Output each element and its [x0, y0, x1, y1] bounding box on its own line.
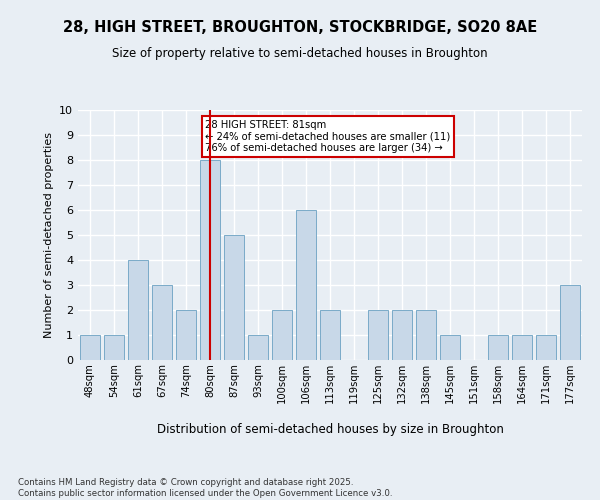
- Bar: [200, 160, 220, 360]
- Bar: [488, 335, 508, 360]
- Bar: [104, 335, 124, 360]
- Bar: [224, 235, 244, 360]
- Text: 28, HIGH STREET, BROUGHTON, STOCKBRIDGE, SO20 8AE: 28, HIGH STREET, BROUGHTON, STOCKBRIDGE,…: [63, 20, 537, 35]
- Bar: [248, 335, 268, 360]
- Bar: [392, 310, 412, 360]
- Bar: [512, 335, 532, 360]
- Bar: [368, 310, 388, 360]
- Bar: [440, 335, 460, 360]
- Bar: [320, 310, 340, 360]
- Text: Size of property relative to semi-detached houses in Broughton: Size of property relative to semi-detach…: [112, 48, 488, 60]
- Y-axis label: Number of semi-detached properties: Number of semi-detached properties: [44, 132, 53, 338]
- Bar: [80, 335, 100, 360]
- Text: Contains HM Land Registry data © Crown copyright and database right 2025.
Contai: Contains HM Land Registry data © Crown c…: [18, 478, 392, 498]
- Bar: [296, 210, 316, 360]
- Bar: [560, 285, 580, 360]
- Bar: [128, 260, 148, 360]
- Bar: [416, 310, 436, 360]
- Text: Distribution of semi-detached houses by size in Broughton: Distribution of semi-detached houses by …: [157, 422, 503, 436]
- Bar: [152, 285, 172, 360]
- Bar: [176, 310, 196, 360]
- Bar: [536, 335, 556, 360]
- Bar: [272, 310, 292, 360]
- Text: 28 HIGH STREET: 81sqm
← 24% of semi-detached houses are smaller (11)
76% of semi: 28 HIGH STREET: 81sqm ← 24% of semi-deta…: [205, 120, 451, 153]
